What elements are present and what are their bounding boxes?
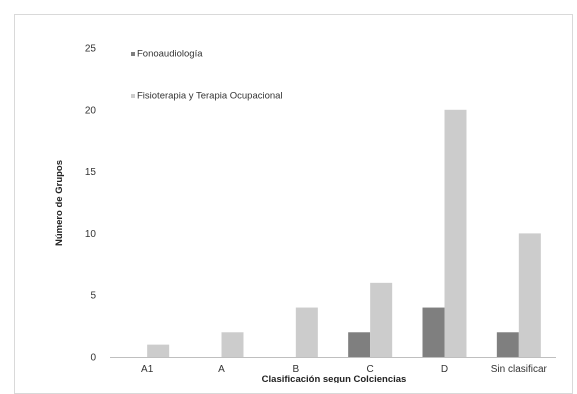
- bar-chart: 0 5 10 15 20 25 A1 A B C D Sin clasificar Fonoaudi…: [54, 44, 556, 383]
- x-axis-title: Clasificación segun Colciencias: [262, 374, 407, 383]
- y-tick-label: 5: [90, 291, 96, 302]
- legend-label: Fisioterapia y Terapia Ocupacional: [137, 91, 283, 102]
- y-tick-label: 0: [90, 353, 96, 364]
- bar-fisioterapia-2: [295, 307, 318, 357]
- y-tick-label: 20: [85, 105, 97, 116]
- bar-fisioterapia-4: [444, 109, 467, 357]
- legend-label: Fonoaudiología: [137, 49, 203, 60]
- bar-fonoaudiologia-4: [422, 307, 445, 357]
- y-axis-title: Número de Grupos: [54, 160, 65, 246]
- legend: Fonoaudiología Fisioterapia y Terapia Ocu…: [131, 49, 283, 102]
- y-tick-label: 15: [85, 167, 97, 178]
- bar-fisioterapia-5: [518, 233, 541, 357]
- chart-frame: [14, 14, 573, 394]
- bar-fisioterapia-1: [221, 332, 244, 357]
- legend-swatch: [131, 52, 135, 56]
- y-tick-label: 10: [85, 229, 97, 240]
- bar-fonoaudiologia-5: [496, 332, 519, 357]
- x-axis-ticks: A1 A B C D Sin clasificar: [141, 364, 548, 375]
- bar-fisioterapia-3: [370, 282, 393, 357]
- legend-swatch: [131, 94, 135, 98]
- y-tick-label: 25: [85, 44, 97, 55]
- x-tick-label: A: [218, 364, 225, 375]
- bar-fonoaudiologia-3: [348, 332, 371, 357]
- x-tick-label: D: [441, 364, 448, 375]
- x-tick-label: C: [367, 364, 374, 375]
- bars: [147, 109, 541, 357]
- y-axis-ticks: 0 5 10 15 20 25: [85, 44, 97, 364]
- bar-fisioterapia-0: [147, 344, 170, 357]
- x-tick-label: Sin clasificar: [491, 364, 548, 375]
- x-tick-label: B: [292, 364, 299, 375]
- x-tick-label: A1: [141, 364, 154, 375]
